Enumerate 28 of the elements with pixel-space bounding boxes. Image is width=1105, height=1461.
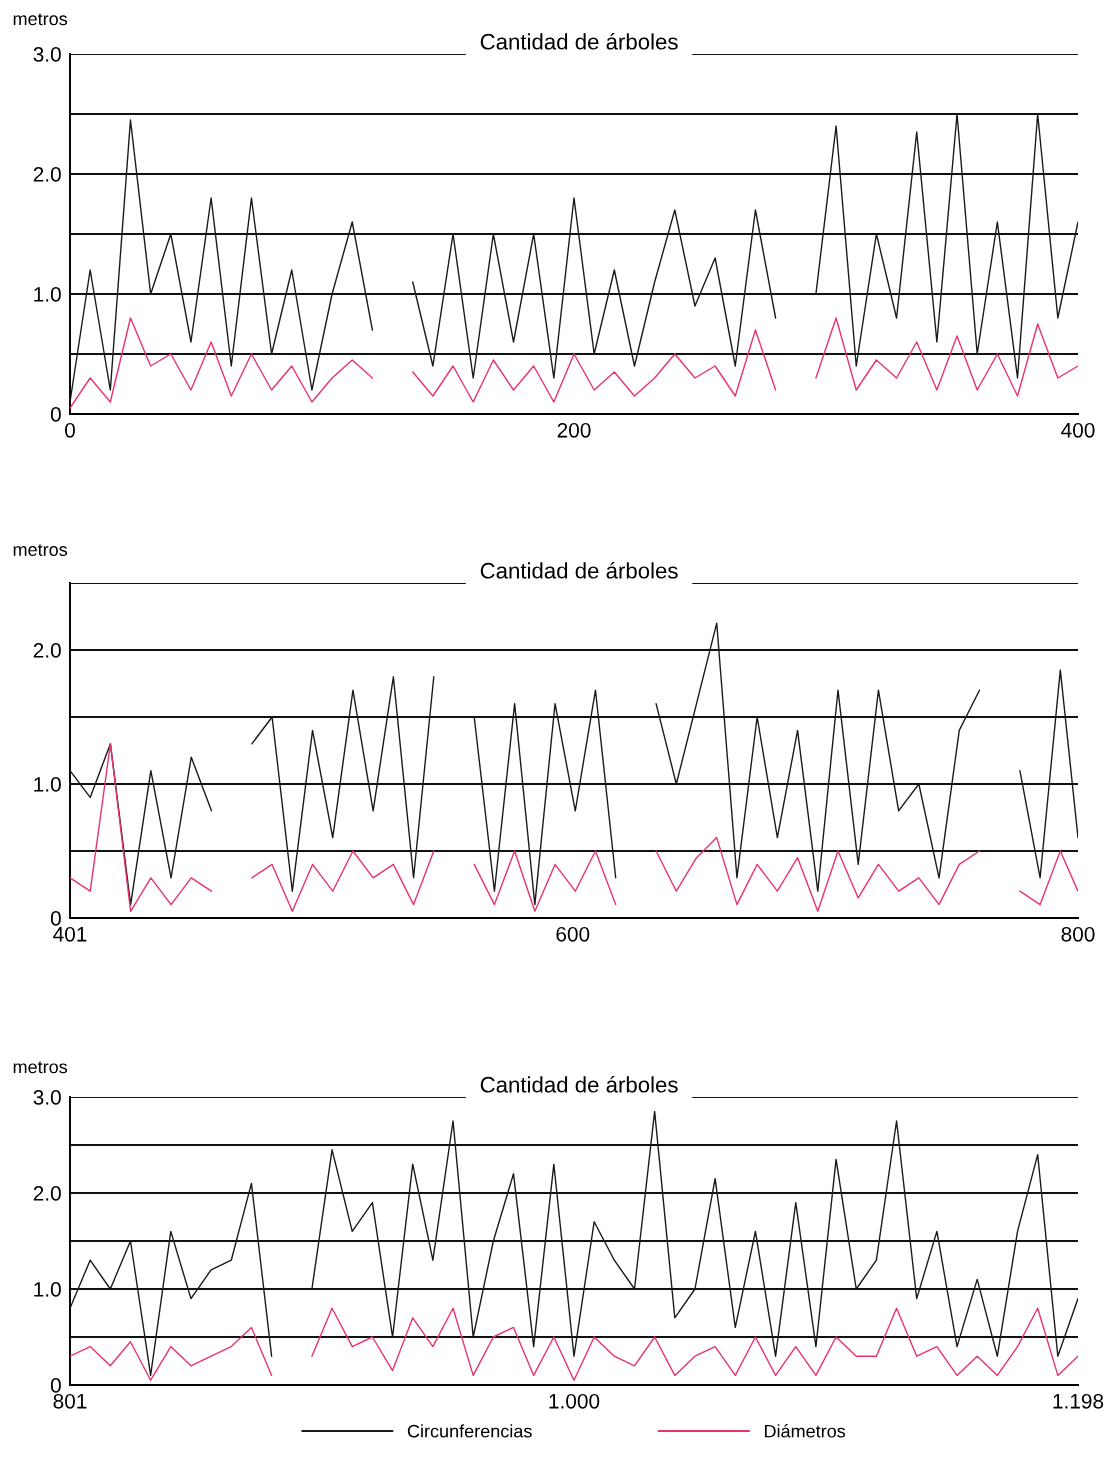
x-tick-label: 1.000: [549, 1393, 600, 1409]
y-axis-title: metros: [13, 544, 68, 556]
y-tick-label: 2.0: [33, 167, 61, 182]
x-tick-label: 200: [557, 422, 591, 438]
x-tick-label: 401: [53, 926, 87, 942]
legend-label: Diámetros: [764, 1424, 846, 1438]
y-axis-title: metros: [13, 13, 68, 26]
y-tick-label: 0: [50, 1378, 61, 1393]
x-tick-label: 400: [1061, 422, 1095, 438]
chart-title: Cantidad de árboles: [480, 33, 678, 50]
x-tick-label: 0: [65, 422, 75, 438]
y-tick-label: 1.0: [34, 287, 61, 302]
y-tick-label: 1.0: [34, 1282, 61, 1297]
chart-title: Cantidad de árboles: [480, 562, 678, 579]
chart-title: Cantidad de árboles: [480, 1076, 678, 1093]
y-tick-label: 1.0: [34, 777, 61, 792]
x-tick-label: 600: [556, 926, 590, 942]
y-tick-label: 2.0: [33, 1186, 61, 1201]
y-tick-label: 0: [50, 911, 61, 926]
legend-label: Circunferencias: [407, 1424, 532, 1438]
y-tick-label: 0: [50, 407, 61, 422]
x-tick-label: 1.198: [1053, 1393, 1104, 1409]
y-tick-label: 3.0: [33, 1090, 61, 1105]
x-tick-label: 800: [1061, 926, 1095, 942]
y-tick-label: 3.0: [33, 47, 61, 62]
y-axis-title: metros: [13, 1061, 68, 1074]
x-tick-label: 801: [53, 1393, 87, 1409]
y-tick-label: 2.0: [33, 643, 61, 658]
